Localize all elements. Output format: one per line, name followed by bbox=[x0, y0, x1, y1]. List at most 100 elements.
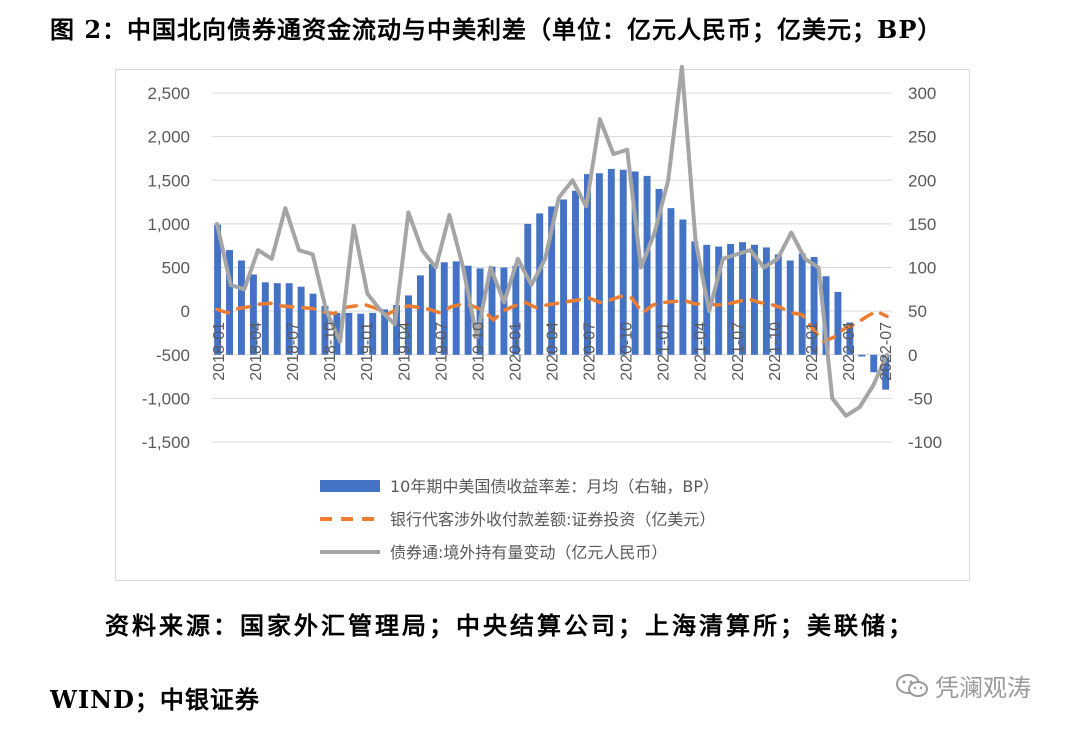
right-tick-label: 50 bbox=[908, 302, 927, 321]
bar bbox=[440, 262, 448, 355]
wechat-icon bbox=[896, 673, 928, 697]
bar bbox=[810, 257, 818, 355]
bar bbox=[416, 275, 424, 355]
bar bbox=[667, 208, 675, 355]
bar bbox=[643, 175, 651, 355]
bar bbox=[762, 247, 770, 355]
bar bbox=[369, 312, 377, 355]
figure-title: 图 2：中国北向债券通资金流动与中美利差（单位：亿元人民币；亿美元；BP） bbox=[50, 15, 943, 44]
legend-swatch-bar bbox=[320, 480, 380, 492]
x-tick-label: 2022-01 bbox=[804, 322, 821, 381]
bar bbox=[870, 354, 878, 373]
bar bbox=[249, 274, 257, 355]
x-tick-label: 2020-10 bbox=[619, 322, 636, 381]
bar bbox=[309, 293, 317, 355]
left-tick-label: 500 bbox=[162, 259, 190, 278]
bar bbox=[691, 241, 699, 355]
x-tick-label: 2021-07 bbox=[730, 322, 747, 381]
left-tick-label: 1,500 bbox=[147, 171, 190, 190]
bar bbox=[214, 224, 222, 355]
bar bbox=[381, 309, 389, 355]
watermark: 凭澜观涛 bbox=[895, 668, 1031, 703]
gray-line bbox=[215, 64, 889, 418]
chart-frame bbox=[115, 69, 970, 581]
bar bbox=[488, 266, 496, 355]
bar bbox=[583, 174, 591, 355]
bar bbox=[655, 188, 663, 355]
x-tick-label: 2019-04 bbox=[396, 322, 413, 381]
bar bbox=[834, 291, 842, 355]
bar bbox=[261, 282, 269, 355]
x-tick-label: 2021-01 bbox=[656, 322, 673, 381]
bar bbox=[393, 305, 401, 355]
bar bbox=[285, 283, 293, 355]
bar bbox=[607, 168, 615, 355]
legend: 10年期中美国债收益率差：月均（右轴，BP） 银行代客涉外收付款差额:证券投资（亿… bbox=[320, 477, 719, 562]
bar bbox=[822, 276, 830, 355]
source-note-2: WIND；中银证券 bbox=[50, 685, 260, 714]
chart-canvas: -1,500-1,000-50005001,0001,5002,0002,500… bbox=[142, 64, 942, 562]
left-tick-label: -1,000 bbox=[142, 389, 190, 408]
bar bbox=[727, 243, 735, 355]
x-tick-label: 2020-04 bbox=[545, 322, 562, 381]
left-tick-label: 2,000 bbox=[147, 128, 190, 147]
right-tick-label: 300 bbox=[908, 84, 936, 103]
bar bbox=[619, 169, 627, 355]
right-tick-label: -50 bbox=[908, 389, 933, 408]
x-tick-label: 2019-07 bbox=[433, 322, 450, 381]
right-tick-label: 200 bbox=[908, 171, 936, 190]
bar bbox=[786, 260, 794, 355]
bar bbox=[321, 305, 329, 355]
x-tick-label: 2022-07 bbox=[878, 322, 895, 381]
legend-label: 银行代客涉外收付款差额:证券投资（亿美元） bbox=[390, 510, 715, 529]
x-tick-label: 2019-10 bbox=[470, 322, 487, 381]
bar bbox=[512, 265, 520, 355]
source-note: 资料来源：国家外汇管理局；中央结算公司；上海清算所；美联储； bbox=[105, 611, 915, 640]
left-tick-label: 0 bbox=[181, 302, 190, 321]
bar bbox=[631, 171, 639, 355]
bar bbox=[774, 254, 782, 355]
x-tick-label: 2020-07 bbox=[582, 322, 599, 381]
x-tick-label: 2018-07 bbox=[285, 322, 302, 381]
bar bbox=[858, 354, 866, 357]
legend-label: 债券通:境外持有量变动（亿元人民币） bbox=[390, 543, 667, 562]
bar bbox=[548, 206, 556, 355]
bar bbox=[297, 286, 305, 355]
right-tick-label: 150 bbox=[908, 215, 936, 234]
left-tick-label: 2,500 bbox=[147, 84, 190, 103]
right-tick-label: 250 bbox=[908, 128, 936, 147]
left-tick-label: -500 bbox=[156, 346, 190, 365]
right-tick-label: -100 bbox=[908, 433, 942, 452]
bar bbox=[572, 190, 579, 355]
bar-series bbox=[214, 168, 890, 390]
bar bbox=[226, 250, 233, 355]
bar bbox=[357, 313, 365, 355]
legend-label: 10年期中美国债收益率差：月均（右轴，BP） bbox=[390, 477, 719, 496]
right-axis-ticks: -100 -50 0 50 100 150 200 250 300 bbox=[908, 84, 942, 452]
x-tick-label: 2020-01 bbox=[507, 322, 524, 381]
x-tick-label: 2022-04 bbox=[841, 322, 858, 381]
bar bbox=[536, 213, 544, 355]
bar bbox=[345, 312, 353, 355]
right-tick-label: 0 bbox=[908, 346, 917, 365]
right-tick-label: 100 bbox=[908, 259, 936, 278]
x-tick-label: 2018-10 bbox=[322, 322, 339, 381]
bar bbox=[464, 265, 472, 355]
bar bbox=[273, 283, 281, 355]
x-tick-label: 2021-10 bbox=[767, 322, 784, 381]
x-tick-label: 2021-04 bbox=[693, 322, 710, 381]
bar bbox=[739, 242, 746, 355]
bar bbox=[595, 173, 603, 355]
bar bbox=[524, 223, 532, 355]
left-tick-label: -1,500 bbox=[142, 433, 190, 452]
watermark-text: 凭澜观涛 bbox=[935, 674, 1031, 702]
bar bbox=[846, 322, 854, 355]
x-axis-ticks: 2018-01 2018-04 2018-07 2018-10 2019-01 2019-… bbox=[211, 322, 895, 381]
bar bbox=[452, 261, 460, 355]
bar bbox=[798, 253, 806, 355]
bar bbox=[882, 354, 890, 390]
x-tick-label: 2019-01 bbox=[359, 322, 376, 381]
bar bbox=[405, 295, 412, 355]
bar bbox=[560, 199, 568, 355]
left-tick-label: 1,000 bbox=[147, 215, 190, 234]
